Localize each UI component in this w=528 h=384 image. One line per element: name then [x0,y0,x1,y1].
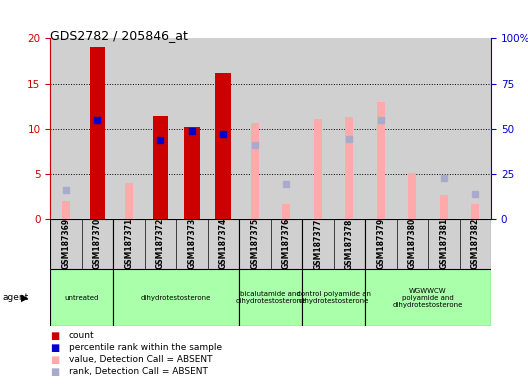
Text: GSM187377: GSM187377 [313,218,322,270]
Bar [215,73,231,219]
Bar [239,38,270,219]
Text: ■: ■ [50,331,60,341]
Text: GSM187371: GSM187371 [125,218,134,270]
Bar [62,201,70,219]
Text: WGWWCW
polyamide and
dihydrotestosterone: WGWWCW polyamide and dihydrotestosterone [393,288,463,308]
Bar [365,269,491,326]
Text: GSM187382: GSM187382 [471,218,480,270]
Text: untreated: untreated [64,295,99,301]
Bar [428,38,459,219]
Text: dihydrotestosterone: dihydrotestosterone [141,295,211,301]
Bar [459,38,491,219]
Bar [125,183,133,219]
Text: ▶: ▶ [21,293,29,303]
Text: ■: ■ [50,343,60,353]
Text: GSM187381: GSM187381 [439,218,448,270]
Bar [282,204,290,219]
Bar [440,195,448,219]
Bar [145,38,176,219]
Text: count: count [69,331,95,341]
Bar [251,123,259,219]
Bar [50,269,113,326]
Bar [334,38,365,219]
Bar [113,269,239,326]
Text: GSM187373: GSM187373 [187,218,196,270]
Bar [302,38,334,219]
Text: rank, Detection Call = ABSENT: rank, Detection Call = ABSENT [69,367,208,376]
Bar [239,269,302,326]
Bar [90,47,105,219]
Text: GSM187378: GSM187378 [345,218,354,270]
Text: bicalutamide and
dihydrotestosterone: bicalutamide and dihydrotestosterone [235,291,306,304]
Text: GDS2782 / 205846_at: GDS2782 / 205846_at [50,29,188,42]
Text: control polyamide an
dihydrotestosterone: control polyamide an dihydrotestosterone [297,291,371,304]
Bar [184,127,200,219]
Bar [397,38,428,219]
Bar [314,119,322,219]
Bar [113,219,239,269]
Text: agent: agent [3,293,29,302]
Text: GSM187379: GSM187379 [376,218,385,270]
Text: GSM187375: GSM187375 [250,218,259,270]
Text: percentile rank within the sample: percentile rank within the sample [69,343,222,353]
Bar [365,38,397,219]
Bar [270,38,302,219]
Bar [50,219,113,269]
Text: GSM187372: GSM187372 [156,218,165,270]
Text: ■: ■ [50,355,60,365]
Bar [153,116,168,219]
Bar [365,219,491,269]
Text: GSM187380: GSM187380 [408,218,417,270]
Bar [302,269,365,326]
Text: ■: ■ [50,367,60,377]
Bar [50,38,82,219]
Text: value, Detection Call = ABSENT: value, Detection Call = ABSENT [69,355,212,364]
Text: GSM187374: GSM187374 [219,218,228,270]
Bar [82,38,113,219]
Text: GSM187369: GSM187369 [61,218,70,270]
Bar [302,219,365,269]
Bar [113,38,145,219]
Bar [239,219,302,269]
Bar [208,38,239,219]
Bar [345,117,353,219]
Bar [408,173,416,219]
Bar [176,38,208,219]
Bar [472,204,479,219]
Text: GSM187376: GSM187376 [282,218,291,270]
Text: GSM187370: GSM187370 [93,218,102,270]
Bar [377,103,385,219]
